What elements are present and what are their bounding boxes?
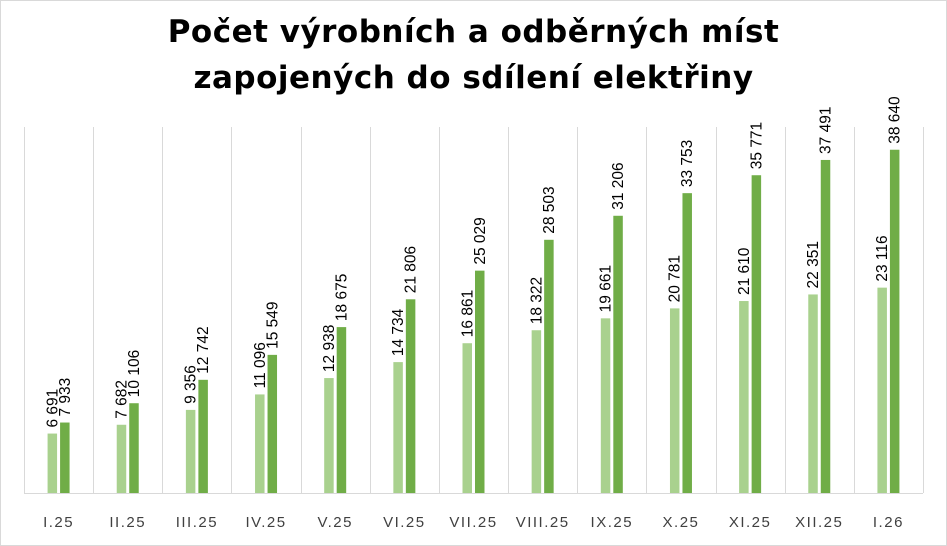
bar-series-1-4: [255, 394, 265, 493]
x-tick-label-8: VIII.25: [516, 514, 570, 531]
x-tick-label-5: V.25: [317, 514, 352, 531]
data-label-series-2-1: 7 933: [57, 378, 74, 417]
x-tick-label-3: III.25: [176, 514, 218, 531]
x-tick-label-13: I.26: [873, 514, 904, 531]
data-label-series-2-6: 21 806: [403, 246, 420, 293]
bar-series-2-10: [682, 193, 692, 493]
data-label-series-2-8: 28 503: [541, 186, 558, 233]
bar-series-1-3: [185, 409, 196, 493]
data-label-series-1-13: 23 116: [874, 235, 891, 281]
data-label-series-1-3: 9 356: [183, 365, 200, 404]
bar-series-2-12: [820, 159, 831, 493]
x-tick-label-1: I.25: [43, 514, 74, 531]
bar-series-2-11: [751, 175, 762, 494]
x-tick-label-11: XI.25: [729, 514, 772, 531]
data-label-series-2-5: 18 675: [333, 274, 350, 321]
bar-series-1-13: [877, 287, 887, 493]
data-label-series-1-8: 18 322: [528, 277, 545, 324]
bar-series-1-7: [462, 343, 472, 493]
x-tick-label-7: VII.25: [449, 514, 497, 531]
data-label-series-2-4: 15 549: [264, 301, 281, 348]
data-label-series-2-13: 38 640: [887, 96, 904, 144]
bar-series-2-8: [544, 239, 554, 493]
x-tick-label-12: XII.25: [795, 514, 843, 531]
x-tick-label-4: IV.25: [245, 514, 286, 531]
bar-series-2-1: [60, 422, 70, 493]
chart-title-line-2: zapojených do sdílení elektřiny: [193, 60, 754, 96]
bar-series-1-8: [531, 330, 542, 493]
bar-series-1-12: [808, 294, 818, 493]
bar-series-1-1: [47, 433, 58, 493]
bar-series-2-13: [889, 149, 900, 494]
bar-series-2-4: [267, 354, 278, 493]
data-label-series-1-9: 19 661: [598, 265, 615, 312]
chart-title: Počet výrobních a odběrných míst zapojen…: [1, 9, 946, 101]
data-label-series-2-9: 31 206: [610, 162, 627, 209]
data-label-series-1-2: 7 682: [113, 380, 130, 419]
data-label-series-2-2: 10 106: [126, 350, 143, 397]
x-tick-label-9: IX.25: [591, 514, 634, 531]
bar-series-1-6: [393, 362, 403, 493]
data-label-series-1-4: 11 096: [252, 342, 269, 388]
x-tick-label-2: II.25: [109, 514, 146, 531]
data-label-series-1-12: 22 351: [805, 241, 822, 288]
bar-series-1-11: [739, 301, 749, 493]
bar-series-1-2: [116, 424, 127, 493]
chart-title-line-1: Počet výrobních a odběrných míst: [167, 14, 780, 50]
bar-series-1-10: [669, 308, 680, 493]
bar-series-2-3: [198, 379, 208, 493]
bar-series-2-5: [336, 327, 347, 493]
data-label-series-2-3: 12 742: [195, 326, 212, 373]
data-label-series-1-1: 6 691: [44, 389, 61, 428]
data-label-series-1-11: 21 610: [736, 247, 753, 295]
bar-series-2-2: [129, 403, 139, 493]
data-label-series-1-5: 12 938: [321, 325, 338, 372]
bar-series-2-6: [405, 299, 416, 493]
data-label-series-2-12: 37 491: [818, 107, 835, 154]
data-label-series-2-10: 33 753: [679, 140, 696, 187]
x-tick-label-10: X.25: [663, 514, 700, 531]
data-label-series-1-6: 14 734: [390, 308, 407, 356]
data-label-series-2-7: 25 029: [472, 217, 489, 264]
data-label-series-1-10: 20 781: [667, 255, 684, 302]
x-tick-label-6: VI.25: [383, 514, 426, 531]
data-label-series-1-7: 16 861: [459, 290, 476, 337]
bar-series-1-5: [324, 378, 334, 493]
bar-series-1-9: [600, 318, 611, 493]
bar-series-2-7: [475, 270, 485, 493]
bar-series-2-9: [613, 215, 623, 493]
data-label-series-2-11: 35 771: [748, 122, 765, 169]
